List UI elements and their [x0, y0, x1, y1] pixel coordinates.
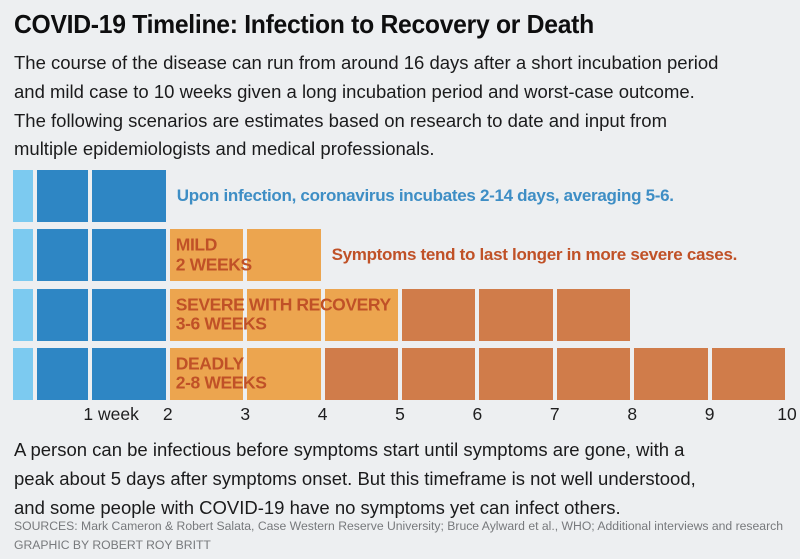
axis-tick-7: 7 [549, 404, 560, 424]
bar-block-severe-with-recovery [92, 288, 166, 341]
bar-block-incubation [92, 170, 166, 222]
bar-label-severe-with-recovery: SEVERE WITH RECOVERY 3-6 WEEKS [175, 294, 391, 334]
axis-tick-3: 3 [240, 404, 251, 424]
bar-block-deadly [634, 347, 708, 400]
axis-tick-6: 6 [472, 404, 483, 424]
bar-block-deadly [37, 347, 89, 400]
bar-block-severe-with-recovery [169, 288, 244, 341]
bar-block-severe-with-recovery [13, 288, 34, 341]
bar-block-deadly [479, 347, 553, 400]
bar-block-deadly [711, 347, 785, 400]
bar-block-deadly [247, 347, 321, 400]
bar-block-severe-with-recovery [37, 288, 89, 341]
bar-block-deadly [402, 347, 476, 400]
bar-block-deadly [169, 347, 244, 400]
bar-block-mild [13, 229, 34, 282]
axis-tick-10: 10 [777, 404, 797, 424]
bar-block-mild [37, 229, 89, 282]
annotation-incubation: Upon infection, coronavirus incubates 2-… [176, 186, 674, 205]
bar-block-severe-with-recovery [479, 288, 553, 341]
bar-block-mild [92, 229, 166, 282]
axis-tick-2: 2 [162, 404, 173, 424]
bar-block-deadly [92, 347, 166, 400]
axis-tick-9: 9 [704, 404, 715, 424]
bar-block-severe-with-recovery [402, 288, 476, 341]
bar-label-deadly: DEADLY 2-8 WEEKS [175, 353, 267, 393]
bar-block-severe-with-recovery [247, 288, 321, 341]
annotation-mild: Symptoms tend to last longer in more sev… [331, 245, 738, 265]
bar-block-severe-with-recovery [324, 288, 398, 341]
page-title: COVID-19 Timeline: Infection to Recovery… [14, 9, 594, 39]
credit-line: GRAPHIC BY ROBERT ROY BRITT [14, 538, 211, 552]
bar-label-mild: MILD 2 WEEKS [175, 234, 252, 275]
axis-tick-5: 5 [395, 404, 405, 424]
intro-paragraph: The course of the disease can run from a… [14, 52, 719, 160]
axis-tick-1: 1 week [83, 404, 139, 424]
bar-block-incubation [37, 170, 89, 222]
bar-block-severe-with-recovery [556, 288, 631, 341]
outro-paragraph: A person can be infectious before sympto… [14, 439, 696, 518]
bar-block-mild [169, 229, 244, 282]
bar-block-deadly [324, 347, 398, 400]
bar-block-deadly [13, 347, 34, 400]
bar-block-deadly [556, 347, 631, 400]
bar-block-incubation [13, 170, 34, 222]
bar-block-mild [247, 229, 321, 282]
axis-tick-4: 4 [317, 404, 328, 424]
axis-tick-8: 8 [627, 404, 638, 424]
sources-line: SOURCES: Mark Cameron & Robert Salata, C… [14, 519, 784, 533]
